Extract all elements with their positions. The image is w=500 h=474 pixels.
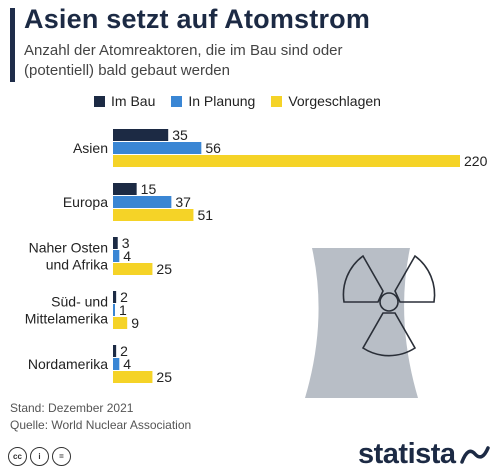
bar-nordamerika-vorgeschlagen (113, 371, 153, 383)
footer-stand: Stand: Dezember 2021 (10, 401, 134, 415)
cc-icon: cc (8, 447, 27, 466)
legend-swatch-im-bau (94, 95, 105, 107)
bar-s-d-und-mittelamerika-vorgeschlagen (113, 317, 128, 329)
bar-s-d-und-mittelamerika-in-planung (113, 304, 115, 316)
bar-europa-im-bau (113, 183, 137, 195)
legend-swatch-vorgeschlagen (271, 95, 283, 107)
bar-naher-osten-und-afrika-im-bau (113, 237, 118, 249)
chart-title: Asien setzt auf Atomstrom (24, 4, 371, 34)
cooling-tower-icon (305, 248, 436, 398)
value-label-naher-osten-und-afrika-im-bau: 3 (122, 235, 130, 251)
title-accent-bar (10, 8, 15, 82)
bar-asien-in-planung (113, 142, 202, 154)
legend-swatch-in-planung (171, 95, 183, 107)
value-label-s-d-und-mittelamerika-im-bau: 2 (120, 289, 128, 305)
value-label-asien-im-bau: 35 (172, 127, 188, 143)
chart-subtitle: Anzahl der Atomreaktoren, die im Bau sin… (24, 42, 343, 79)
value-label-naher-osten-und-afrika-vorgeschlagen: 25 (156, 261, 172, 277)
legend-item-im-bau: Im Bau (94, 93, 155, 109)
bar-europa-vorgeschlagen (113, 209, 194, 221)
category-label-europa: Europa (63, 194, 108, 210)
bar-naher-osten-und-afrika-vorgeschlagen (113, 263, 153, 275)
license-icons: cc i = (8, 447, 71, 466)
nd-icon: = (52, 447, 71, 466)
bar-europa-in-planung (113, 196, 172, 208)
value-label-s-d-und-mittelamerika-vorgeschlagen: 9 (131, 315, 139, 331)
category-label-nordamerika: Nordamerika (28, 356, 108, 372)
value-label-nordamerika-im-bau: 2 (120, 343, 128, 359)
category-label-naher-osten-und-afrika-line2: und Afrika (46, 257, 108, 273)
bar-naher-osten-und-afrika-in-planung (113, 250, 120, 262)
value-label-asien-vorgeschlagen: 220 (464, 153, 488, 169)
legend: Im Bau In Planung Vorgeschlagen (94, 93, 381, 109)
category-label-s-d-und-mittelamerika-line1: Süd- und (51, 294, 108, 310)
value-label-nordamerika-vorgeschlagen: 25 (156, 369, 172, 385)
value-label-europa-vorgeschlagen: 51 (197, 207, 213, 223)
value-label-nordamerika-in-planung: 4 (123, 356, 131, 372)
legend-label-vorgeschlagen: Vorgeschlagen (288, 93, 381, 109)
statista-logo-icon (459, 445, 490, 464)
value-label-europa-im-bau: 15 (141, 181, 157, 197)
bar-nordamerika-in-planung (113, 358, 120, 370)
value-label-europa-in-planung: 37 (175, 194, 191, 210)
value-label-naher-osten-und-afrika-in-planung: 4 (123, 248, 131, 264)
footer-source: Quelle: World Nuclear Association (10, 418, 192, 432)
radiation-icon (342, 254, 436, 357)
bar-asien-im-bau (113, 129, 169, 141)
value-label-asien-in-planung: 56 (205, 140, 221, 156)
bar-asien-vorgeschlagen (113, 155, 460, 167)
category-label-asien: Asien (73, 140, 108, 156)
bar-nordamerika-im-bau (113, 345, 117, 357)
category-label-naher-osten-und-afrika-line1: Naher Osten (29, 240, 108, 256)
category-label-s-d-und-mittelamerika-line2: Mittelamerika (25, 311, 108, 327)
legend-label-im-bau: Im Bau (111, 93, 156, 109)
legend-item-vorgeschlagen: Vorgeschlagen (271, 93, 381, 109)
statista-wordmark: statista (358, 438, 456, 470)
legend-label-in-planung: In Planung (188, 93, 256, 109)
bar-s-d-und-mittelamerika-im-bau (113, 291, 117, 303)
by-icon: i (30, 447, 49, 466)
value-label-s-d-und-mittelamerika-in-planung: 1 (119, 302, 127, 318)
legend-item-in-planung: In Planung (171, 93, 255, 109)
statista-logo: statista (358, 438, 490, 471)
